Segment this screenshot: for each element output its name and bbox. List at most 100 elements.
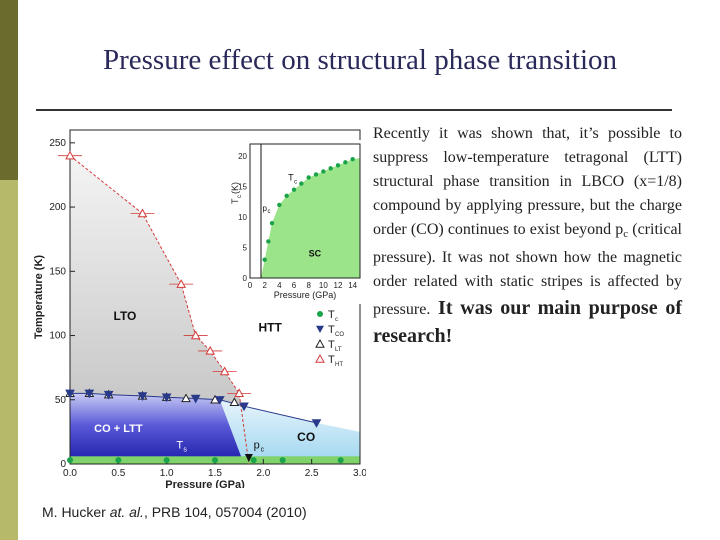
- inset-x-tick-label: 0: [248, 281, 253, 290]
- inset-point: [306, 175, 311, 180]
- point-t-co: [161, 393, 172, 403]
- y-tick-label: 0: [60, 459, 66, 470]
- label-pc: p: [254, 440, 260, 452]
- inset-x-tick-label: 2: [262, 281, 267, 290]
- inset-x-axis-label: Pressure (GPa): [274, 290, 337, 300]
- inset-y-tick-label: 5: [243, 244, 248, 253]
- legend-marker: [315, 338, 325, 348]
- point-t-c: [115, 457, 122, 464]
- point-t-ht: [234, 388, 245, 398]
- inset-point: [277, 202, 282, 208]
- label-co: CO: [297, 430, 315, 444]
- point-t-ht: [219, 366, 230, 376]
- inset-point: [262, 257, 267, 262]
- inset-y-tick-label: 10: [238, 213, 247, 222]
- legend-label: T: [328, 309, 335, 321]
- point-t-c: [163, 457, 170, 464]
- phase-diagram-figure: 0.0 0.5 1.0 1.5 2.0 2.5 3.0 0 50 100 150 200 250 Pres…: [30, 118, 367, 491]
- region-lto: [70, 155, 249, 464]
- point-t-co: [84, 389, 95, 399]
- x-tick-label: 2.0: [256, 468, 270, 479]
- inset-label-tc-sub: c: [294, 180, 297, 186]
- point-t-ht: [176, 279, 187, 288]
- point-t-lt: [181, 393, 191, 403]
- decor-bar-dark: [0, 0, 18, 180]
- point-t-co: [214, 396, 225, 405]
- region-co: [219, 399, 360, 464]
- legend-marker: [317, 311, 323, 317]
- description-text: Recently it was shown that, it’s possibl…: [373, 122, 682, 350]
- label-pc-sub: c: [261, 447, 265, 454]
- inset-point: [328, 166, 333, 171]
- legend-label: T: [328, 324, 335, 336]
- series-line-t-ht: [69, 155, 250, 465]
- point-t-co: [103, 390, 114, 400]
- label-ts-sub: s: [183, 447, 187, 454]
- point-t-ht: [137, 208, 148, 218]
- title-divider: [36, 109, 672, 111]
- inset-x-tick-label: 12: [334, 281, 343, 290]
- y-tick-label: 50: [55, 395, 67, 406]
- point-t-co: [239, 402, 249, 412]
- legend-marker: [315, 353, 325, 363]
- label-ts: T: [176, 440, 183, 452]
- x-tick-label: 2.5: [305, 468, 319, 479]
- inset-label-pc-sub: c: [267, 209, 270, 215]
- inset-sc-region: [261, 158, 360, 278]
- inset-point: [291, 187, 297, 192]
- label-co-ltt: CO + LTT: [94, 423, 143, 435]
- point-t-c: [337, 457, 344, 464]
- inset-y-axis-label-sub: c: [237, 195, 243, 198]
- citation-ref: , PRB 104, 057004 (2010): [143, 504, 307, 520]
- inset-point: [335, 163, 341, 168]
- inset-x-tick-label: 6: [292, 281, 297, 290]
- point-t-c: [279, 457, 286, 464]
- point-t-co: [311, 419, 322, 428]
- citation: M. Hucker at. al., PRB 104, 057004 (2010…: [42, 504, 307, 520]
- description-para1: Recently it was shown that, it’s possibl…: [373, 125, 682, 238]
- y-tick-label: 100: [49, 331, 66, 342]
- legend-label-sub: c: [335, 317, 338, 323]
- inset-x-tick-label: 8: [306, 281, 311, 290]
- inset-point: [321, 169, 326, 174]
- inset-point: [299, 181, 304, 186]
- y-tick-label: 150: [49, 266, 66, 277]
- inset-point: [343, 160, 348, 165]
- inset-x-tick-label: 10: [319, 281, 328, 290]
- phase-diagram-chart: 0.0 0.5 1.0 1.5 2.0 2.5 3.0050100150200250Pres…: [33, 129, 367, 491]
- point-t-co: [137, 392, 148, 401]
- point-t-ht: [205, 345, 216, 355]
- legend-label: T: [328, 354, 335, 366]
- point-t-co: [65, 389, 75, 399]
- point-t-lt: [229, 397, 240, 407]
- legend-label-sub: CO: [335, 332, 344, 338]
- inset-label-pc: p: [262, 204, 267, 213]
- decor-bar-light: [0, 180, 18, 540]
- inset-y-tick-label: 0: [243, 274, 248, 283]
- label-lto: LTO: [114, 309, 137, 323]
- inset-label-tc: T: [288, 173, 294, 183]
- label-htt: HTT: [259, 321, 283, 335]
- citation-authors: M. Hucker: [42, 504, 110, 520]
- y-tick-label: 200: [49, 202, 66, 213]
- citation-etal: at. al.: [109, 504, 144, 520]
- inset-x-tick-label: 4: [277, 281, 282, 290]
- inset-point: [350, 157, 355, 162]
- point-t-c: [250, 457, 257, 464]
- x-tick-label: 1.0: [160, 468, 174, 479]
- point-t-ht: [65, 150, 75, 160]
- description-emphasis: It was our main purpose of research!: [373, 297, 682, 347]
- point-t-c: [212, 457, 218, 464]
- legend-marker: [316, 325, 324, 333]
- y-axis-label: Temperature (K): [33, 255, 45, 339]
- pc-arrow: [244, 454, 253, 462]
- inset-label-sc: SC: [309, 249, 322, 259]
- slide-title: Pressure effect on structural phase tran…: [102, 44, 618, 76]
- inset-point: [269, 220, 275, 226]
- description-sub: c: [623, 228, 629, 240]
- y-tick-label: 250: [49, 138, 66, 149]
- point-t-ht: [190, 330, 201, 340]
- inset-point: [284, 193, 289, 198]
- inset-y-tick-label: 20: [238, 152, 247, 161]
- inset-x-tick-label: 14: [348, 281, 357, 290]
